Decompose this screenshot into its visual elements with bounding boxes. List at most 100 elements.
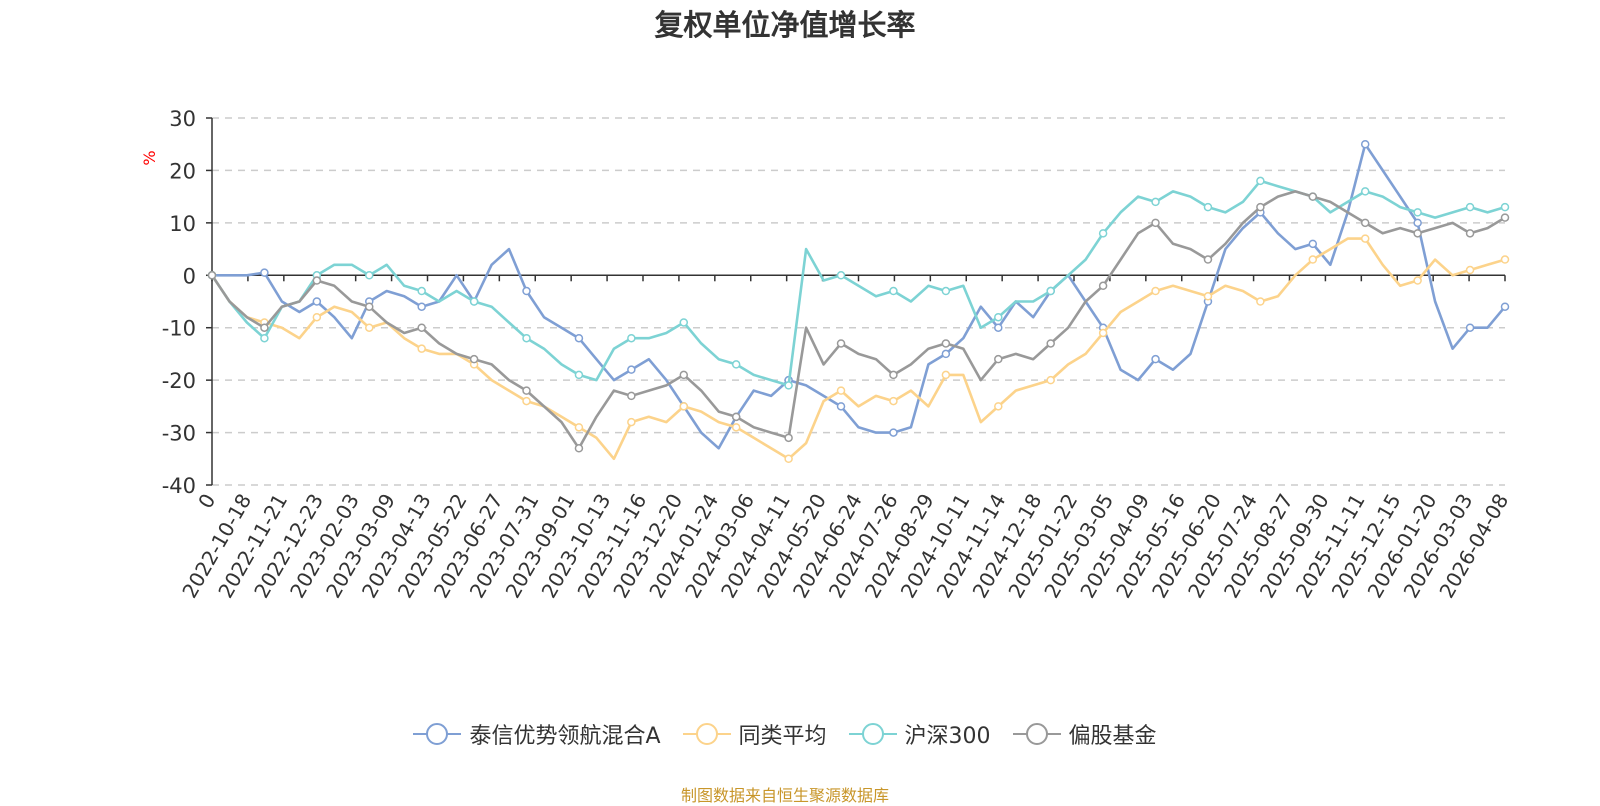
series-point-1 <box>627 417 636 427</box>
series-point-3 <box>260 323 269 332</box>
legend: 泰信优势领航混合A 同类平均 沪深300 偏股基金 <box>0 718 1570 750</box>
series-point-2 <box>1046 286 1055 296</box>
series-point-1 <box>1465 265 1475 275</box>
series-line-3 <box>210 190 1506 450</box>
series-point-3 <box>1308 192 1318 201</box>
legend-item-2[interactable]: 沪深300 <box>848 718 991 750</box>
y-axis-label: % <box>140 150 159 165</box>
series-point-0 <box>1465 323 1475 332</box>
y-tick-label: -30 <box>162 422 196 446</box>
series-point-2 <box>836 271 846 280</box>
series-line-1 <box>210 237 1506 461</box>
series-point-2 <box>1413 208 1422 217</box>
series-point-2 <box>1500 202 1510 212</box>
series-point-2 <box>574 370 584 380</box>
series-point-3 <box>1256 202 1265 212</box>
series-point-1 <box>1203 292 1213 301</box>
legend-item-1[interactable]: 同类平均 <box>682 718 827 750</box>
series-point-0 <box>1360 139 1370 149</box>
series-point-2 <box>1256 176 1265 186</box>
series-point-1 <box>312 312 322 322</box>
series-point-3 <box>417 323 426 332</box>
series-point-2 <box>522 333 531 343</box>
legend-marker-icon <box>1012 722 1061 746</box>
series-point-3 <box>679 370 689 380</box>
series-point-1 <box>1413 276 1422 285</box>
legend-item-3[interactable]: 偏股基金 <box>1012 718 1157 750</box>
series-point-3 <box>469 354 479 364</box>
series-point-1 <box>1256 297 1265 306</box>
legend-marker-icon <box>682 722 731 746</box>
series-point-1 <box>1098 328 1108 338</box>
series-point-3 <box>1413 229 1422 238</box>
series-point-2 <box>1098 229 1108 238</box>
series-point-2 <box>994 312 1003 322</box>
series-point-0 <box>1413 218 1422 228</box>
y-tick-label: -20 <box>162 369 196 393</box>
legend-label: 泰信优势领航混合A <box>469 724 661 749</box>
series-point-2 <box>365 271 374 280</box>
series-point-3 <box>522 386 531 395</box>
series-point-0 <box>836 402 846 411</box>
series-line-2 <box>210 179 1506 387</box>
series-point-3 <box>889 370 898 380</box>
series-point-1 <box>1046 375 1055 385</box>
series-point-1 <box>1500 255 1510 264</box>
y-tick-label: -40 <box>162 474 196 498</box>
series-point-1 <box>1360 234 1370 243</box>
series-point-0 <box>574 333 584 343</box>
series-point-1 <box>679 402 689 411</box>
series-point-0 <box>1151 354 1160 364</box>
series-point-2 <box>1465 202 1475 212</box>
y-tick-label: 20 <box>169 159 196 183</box>
series-point-2 <box>731 360 741 369</box>
series-point-3 <box>994 354 1003 364</box>
series-line-0 <box>212 142 1506 450</box>
grid-lines <box>212 117 1505 486</box>
series-point-3 <box>1046 339 1055 348</box>
series-point-3 <box>1500 213 1510 222</box>
series-point-2 <box>469 297 479 306</box>
series-point-3 <box>1098 281 1108 291</box>
series-point-2 <box>941 286 951 296</box>
series-point-1 <box>1151 286 1160 296</box>
series-point-3 <box>1465 229 1475 238</box>
series-point-2 <box>1203 202 1213 212</box>
series-point-0 <box>941 349 951 359</box>
series-point-3 <box>627 391 636 401</box>
series-point-0 <box>260 268 269 277</box>
axes <box>206 117 1506 486</box>
legend-label: 偏股基金 <box>1068 724 1157 749</box>
series-point-3 <box>1360 218 1370 228</box>
series-point-2 <box>679 318 689 327</box>
series-point-3 <box>941 339 951 348</box>
series-point-1 <box>889 396 898 406</box>
series-point-1 <box>522 396 531 406</box>
series-point-0 <box>889 428 898 437</box>
series-point-2 <box>417 286 426 296</box>
source-note: 制图数据来自恒生聚源数据库 <box>680 786 889 805</box>
series-point-1 <box>417 344 426 353</box>
series-point-0 <box>1500 302 1510 311</box>
x-tick-label: 0 <box>193 490 220 513</box>
axis-labels: 3020100-10-20-30-40%02022-10-182022-11-2… <box>140 107 1513 602</box>
series-point-0 <box>522 286 531 296</box>
series-point-3 <box>207 271 217 280</box>
y-tick-label: 30 <box>169 107 196 131</box>
series-point-1 <box>574 423 584 432</box>
series-point-2 <box>627 333 636 343</box>
y-tick-label: -10 <box>162 317 196 341</box>
series-point-2 <box>1360 187 1370 196</box>
series-point-1 <box>1308 255 1318 264</box>
series-point-1 <box>365 323 374 332</box>
legend-marker-icon <box>848 722 897 746</box>
legend-item-0[interactable]: 泰信优势领航混合A <box>413 718 661 750</box>
series-layer <box>207 139 1510 464</box>
legend-label: 沪深300 <box>904 724 991 749</box>
series-point-0 <box>1308 239 1318 249</box>
series-point-1 <box>836 386 846 395</box>
series-point-1 <box>731 423 741 432</box>
series-point-2 <box>1151 197 1160 207</box>
legend-label: 同类平均 <box>738 724 827 749</box>
series-point-2 <box>784 381 793 390</box>
